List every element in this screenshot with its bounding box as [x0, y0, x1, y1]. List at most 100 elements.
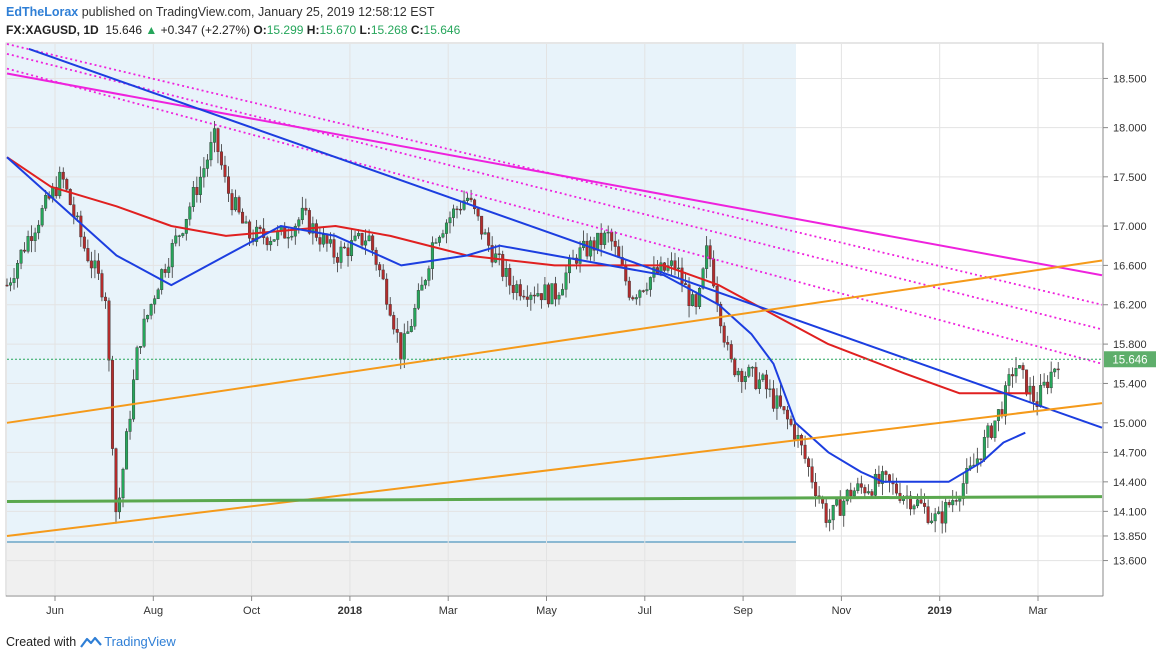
candle-body [641, 290, 645, 292]
candle-body [750, 366, 754, 369]
candle-body [234, 197, 238, 211]
candle-body [65, 179, 69, 190]
candle-body [648, 277, 652, 290]
candle-body [926, 506, 930, 523]
candle-body [807, 458, 811, 467]
trendline-magenta [6, 52, 1103, 331]
candle-body [585, 240, 589, 257]
candle-body [107, 300, 111, 361]
candle-body [265, 237, 269, 246]
candle-body [473, 199, 477, 210]
candle-body [149, 304, 153, 316]
candle-body [297, 219, 301, 227]
candle-body [771, 388, 775, 409]
low-value: 15.268 [370, 23, 408, 37]
candle-body [44, 195, 48, 209]
candle-body [128, 418, 132, 432]
candle-body [849, 489, 853, 497]
candle-body [912, 505, 916, 510]
candle-body [989, 425, 993, 438]
highlight-region [7, 44, 796, 542]
candle-body [719, 303, 723, 327]
candle-body [638, 290, 642, 298]
trendline-orange [6, 259, 1103, 424]
y-tick-label: 15.000 [1113, 418, 1147, 430]
candle-body [933, 513, 937, 522]
candle-body [1007, 374, 1011, 386]
candle-body [307, 210, 311, 234]
trendlines [6, 43, 1103, 537]
candle-body [487, 232, 491, 246]
candle-body [982, 437, 986, 460]
author-name[interactable]: EdTheLorax [6, 5, 79, 19]
candle-body [114, 448, 118, 513]
candle-body [560, 289, 564, 296]
candle-body [993, 420, 997, 438]
x-tick-label: Mar [1029, 605, 1048, 617]
candle-body [1021, 365, 1025, 371]
candle-body [93, 260, 97, 269]
y-tick-label: 16.600 [1113, 260, 1147, 272]
x-axis: Jun Aug Oct 2018 Mar May Jul Sep Nov 2019 Mar [6, 595, 1103, 617]
candle-body [339, 246, 343, 263]
candle-body [402, 333, 406, 360]
candle-body [181, 233, 185, 236]
y-tick-label: 17.500 [1113, 172, 1147, 184]
high-label: H: [306, 23, 320, 37]
candle-body [525, 296, 529, 300]
candle-body [518, 284, 522, 297]
x-tick-label: 2018 [338, 605, 362, 617]
last-price-label: 15.646 [1104, 351, 1156, 368]
candle-body [575, 257, 579, 264]
y-tick-label: 14.400 [1113, 477, 1147, 489]
candle-body [501, 254, 505, 277]
candle-body [884, 471, 888, 475]
candle-body [374, 249, 378, 265]
x-tick-label: Aug [144, 605, 164, 617]
candle-body [546, 284, 550, 305]
candle-body [684, 283, 688, 285]
candle-body [198, 176, 202, 195]
candle-body [740, 370, 744, 382]
candle-body [444, 222, 448, 234]
moving-average-red [6, 156, 1031, 395]
candle-body [1056, 368, 1060, 371]
candle-body [399, 332, 403, 360]
candle-body [627, 280, 631, 298]
tradingview-brand-link[interactable]: TradingView [104, 634, 176, 649]
x-tick-label: 2019 [927, 605, 951, 617]
candle-body [325, 234, 329, 244]
candle-body [613, 240, 617, 247]
low-label: L: [359, 23, 371, 37]
trendline-magenta [6, 72, 1103, 277]
open-value: 15.299 [266, 23, 304, 37]
candle-body [515, 284, 519, 293]
y-tick-label: 15.400 [1113, 378, 1147, 390]
candle-body [691, 294, 695, 307]
candle-body [1039, 385, 1043, 407]
candle-body [761, 374, 765, 381]
candle-body [40, 208, 44, 226]
x-tick-label: Sep [733, 605, 753, 617]
candle-body [789, 418, 793, 425]
created-with-text: Created with [6, 634, 77, 649]
y-tick-label: 14.700 [1113, 447, 1147, 459]
candle-body [188, 206, 192, 220]
candle-body [715, 285, 719, 305]
candle-body [694, 294, 698, 307]
candle-body [785, 409, 789, 420]
trendline-orange [6, 402, 1103, 537]
candle-body [332, 239, 336, 258]
candle-body [184, 219, 188, 234]
candle-body [61, 171, 65, 180]
candle-body [346, 247, 350, 257]
symbol-label[interactable]: FX:XAGUSD, 1D [6, 23, 99, 37]
candle-body [434, 242, 438, 244]
candle-body [430, 242, 434, 269]
candle-body [870, 491, 874, 496]
candle-body [511, 285, 515, 293]
candle-body [757, 379, 761, 389]
candle-body [842, 500, 846, 516]
candle-body [135, 347, 139, 380]
